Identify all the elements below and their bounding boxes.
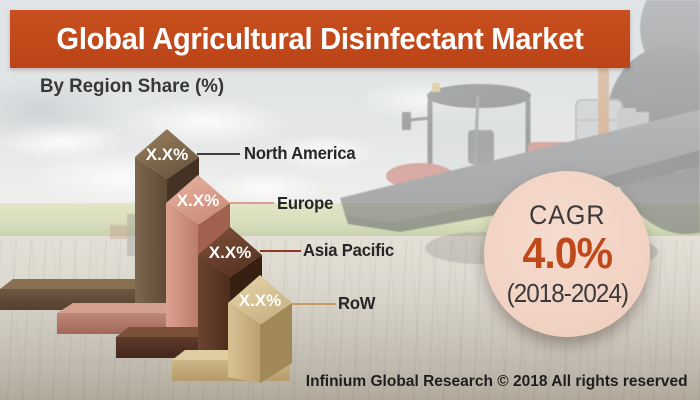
chart-subtitle: By Region Share (%) bbox=[40, 75, 225, 97]
bar-value-europe: X.X% bbox=[177, 191, 220, 210]
region-label-north-america: North America bbox=[244, 143, 356, 163]
cagr-value: 4.0% bbox=[522, 229, 612, 278]
cagr-badge: CAGR 4.0% (2018-2024) bbox=[484, 171, 650, 337]
region-label-europe: Europe bbox=[277, 193, 334, 213]
region-label-asia-pacific: Asia Pacific bbox=[303, 240, 395, 260]
bar-value-north-america: X.X% bbox=[146, 145, 189, 164]
page-title: Global Agricultural Disinfectant Market bbox=[56, 21, 584, 56]
bar-value-row: X.X% bbox=[239, 291, 282, 310]
title-banner: Global Agricultural Disinfectant Market bbox=[10, 10, 630, 68]
cagr-label: CAGR bbox=[528, 200, 606, 230]
footer-credit: Infinium Global Research © 2018 All righ… bbox=[306, 373, 688, 390]
cagr-badge-content: CAGR 4.0% (2018-2024) bbox=[506, 200, 628, 308]
region-label-row: RoW bbox=[338, 293, 376, 313]
bar-row: X.X% bbox=[228, 275, 292, 383]
bar-value-asia-pacific: X.X% bbox=[209, 243, 252, 262]
cagr-period: (2018-2024) bbox=[506, 278, 628, 308]
